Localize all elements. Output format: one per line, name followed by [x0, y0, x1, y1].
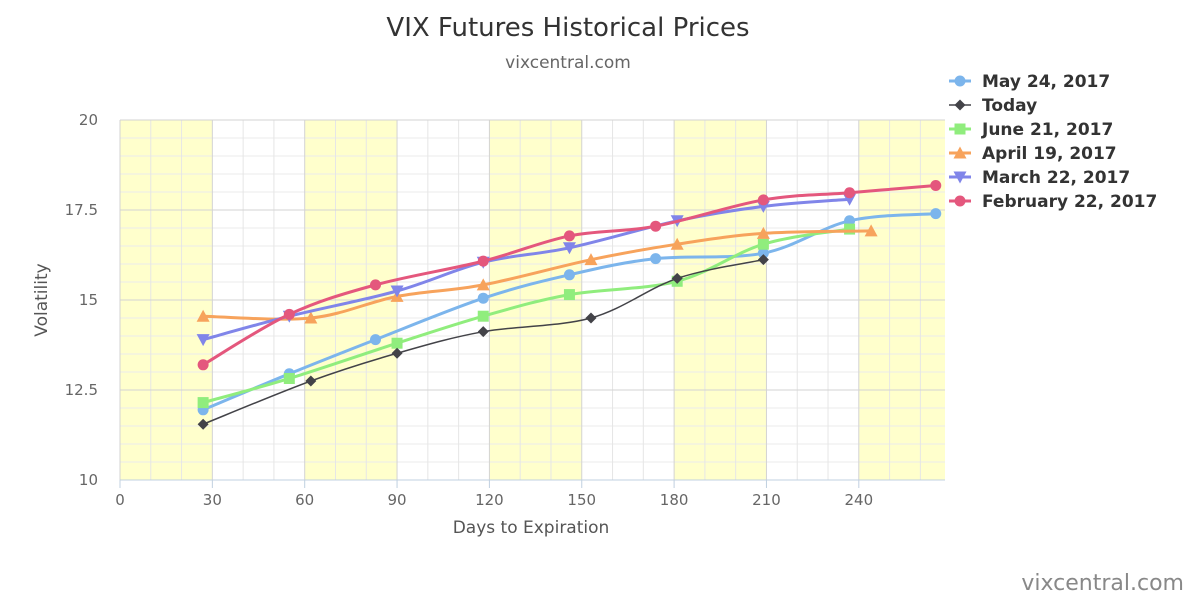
series-point	[370, 334, 382, 346]
legend-label: May 24, 2017	[982, 72, 1110, 92]
series-point	[370, 279, 382, 291]
legend-label: March 22, 2017	[982, 168, 1130, 188]
x-tick-label: 120	[475, 491, 504, 509]
series-point	[650, 220, 662, 232]
x-tick-label: 210	[752, 491, 781, 509]
legend-label: April 19, 2017	[982, 144, 1117, 164]
legend-marker	[954, 195, 966, 207]
series-3	[196, 224, 878, 324]
series-point	[562, 242, 576, 255]
series-point	[197, 359, 209, 371]
series-point	[391, 347, 403, 359]
axes: 0 30 60 90 120 150 180 210 240 10 12.5 15 17.5 20	[65, 111, 945, 509]
series-point	[930, 208, 942, 220]
series-point	[844, 223, 856, 235]
y-tick-label: 17.5	[65, 201, 98, 219]
legend-label: Today	[982, 96, 1037, 116]
legend-label: June 21, 2017	[981, 120, 1113, 140]
legend-marker	[953, 171, 967, 184]
series-point	[930, 180, 942, 192]
series-point	[757, 254, 769, 266]
series-point	[563, 289, 575, 301]
series-point	[757, 194, 769, 206]
chart-subtitle: vixcentral.com	[505, 53, 631, 73]
series-point	[390, 285, 404, 298]
series-point	[563, 269, 575, 281]
legend[interactable]: May 24, 2017 Today June 21, 2017 April 19, …	[949, 72, 1157, 212]
x-tick-label: 30	[203, 491, 222, 509]
x-tick-label: 0	[115, 491, 125, 509]
series-point	[283, 308, 295, 320]
series-point	[584, 253, 598, 266]
legend-item[interactable]: March 22, 2017	[949, 168, 1130, 188]
legend-marker	[953, 146, 967, 159]
x-tick-label: 150	[567, 491, 596, 509]
series-point	[585, 312, 597, 324]
legend-item[interactable]: February 22, 2017	[949, 192, 1157, 212]
series-point	[671, 272, 683, 284]
legend-item[interactable]: Today	[949, 96, 1037, 116]
series-point	[196, 309, 210, 322]
y-axis-title: Volatility	[32, 263, 52, 336]
legend-item[interactable]: April 19, 2017	[949, 144, 1117, 164]
series-point	[477, 255, 489, 267]
series-point	[563, 230, 575, 242]
legend-item[interactable]: May 24, 2017	[949, 72, 1110, 92]
series-point	[477, 310, 489, 322]
legend-item[interactable]: June 21, 2017	[949, 120, 1113, 140]
watermark-text: vixcentral.com	[1021, 571, 1184, 596]
legend-marker	[954, 75, 966, 87]
series-point	[304, 311, 318, 324]
series-point	[844, 215, 856, 227]
series-line	[203, 229, 872, 321]
series-point	[864, 224, 878, 237]
series-point	[650, 253, 662, 265]
x-tick-label: 90	[388, 491, 407, 509]
legend-marker	[954, 99, 966, 111]
y-tick-label: 12.5	[65, 381, 98, 399]
x-tick-label: 240	[844, 491, 873, 509]
y-tick-label: 10	[79, 471, 98, 489]
series-point	[477, 292, 489, 304]
legend-label: February 22, 2017	[982, 192, 1157, 212]
series-point	[477, 326, 489, 338]
series-point	[197, 418, 209, 430]
series-5	[197, 180, 942, 371]
series-point	[196, 334, 210, 347]
series-point	[757, 247, 769, 259]
x-axis-title: Days to Expiration	[453, 518, 610, 538]
legend-marker	[954, 123, 966, 135]
grid-lines	[119, 119, 945, 481]
series-line	[202, 197, 850, 342]
y-tick-label: 15	[79, 291, 98, 309]
series-point	[391, 337, 403, 349]
series-point	[844, 187, 856, 199]
series-point	[476, 278, 490, 291]
y-tick-label: 20	[79, 111, 98, 129]
series-point	[670, 237, 684, 250]
series-point	[283, 372, 295, 384]
series-line	[202, 227, 850, 405]
x-tick-label: 180	[660, 491, 689, 509]
series-point	[305, 375, 317, 387]
series-1	[197, 254, 769, 430]
series-point	[756, 226, 770, 239]
series-point	[757, 238, 769, 250]
series-group	[196, 180, 942, 430]
series-point	[197, 397, 209, 409]
chart-title: VIX Futures Historical Prices	[386, 13, 749, 43]
x-tick-label: 60	[295, 491, 314, 509]
